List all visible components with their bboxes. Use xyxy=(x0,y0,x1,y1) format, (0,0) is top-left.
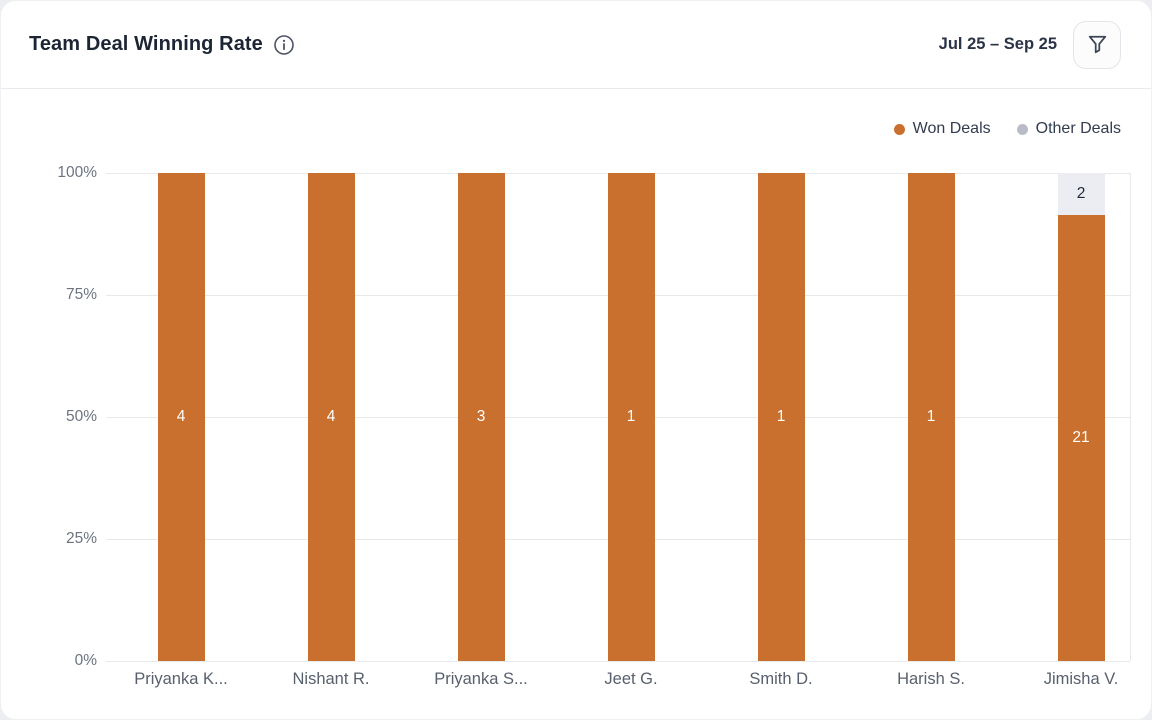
x-axis-label: Smith D. xyxy=(749,670,813,688)
chart-body: Won Deals Other Deals 100% 75% 50% 25% 0% 4 P… xyxy=(1,89,1151,719)
legend-dot xyxy=(1016,123,1028,135)
legend-dot xyxy=(893,123,905,135)
bar-column: 1 xyxy=(757,173,805,661)
bar-segment-won[interactable]: 3 xyxy=(457,173,505,661)
bar-value-label: 1 xyxy=(626,408,636,426)
legend-label: Won Deals xyxy=(912,120,991,137)
legend-label: Other Deals xyxy=(1035,120,1121,137)
page-title: Team Deal Winning Rate xyxy=(29,33,263,55)
legend-item-won-deals[interactable]: Won Deals xyxy=(893,120,991,138)
y-tick-label: 0% xyxy=(74,652,97,669)
bar-column: 2 21 xyxy=(1057,173,1105,661)
bar-column: 4 xyxy=(157,173,205,661)
bar-segment-won[interactable]: 1 xyxy=(607,173,655,661)
x-axis-label: Jeet G. xyxy=(604,670,658,688)
bar-segment-won[interactable]: 1 xyxy=(907,173,955,661)
legend-item-other-deals[interactable]: Other Deals xyxy=(1016,120,1121,138)
y-tick-label: 75% xyxy=(65,286,97,303)
bar-column: 4 xyxy=(307,173,355,661)
bar-segment-won[interactable]: 1 xyxy=(757,173,805,661)
bar-value-label: 4 xyxy=(176,408,186,426)
x-axis-label: Priyanka S... xyxy=(434,670,528,688)
y-tick-label: 100% xyxy=(57,164,97,181)
legend: Won Deals Other Deals xyxy=(893,120,1121,138)
bar-segment-won[interactable]: 21 xyxy=(1057,215,1105,661)
bar-segment-won[interactable]: 4 xyxy=(307,173,355,661)
y-tick-label: 50% xyxy=(65,408,97,425)
y-tick-label: 25% xyxy=(65,530,97,547)
x-axis-label: Harish S. xyxy=(897,670,965,688)
bar-column: 3 xyxy=(457,173,505,661)
card-header: Team Deal Winning Rate Jul 25 – Sep 25 xyxy=(1,1,1151,89)
x-axis-label: Nishant R. xyxy=(292,670,370,688)
plot-area: 4 Priyanka K... 4 Nishant R. 3 Priyanka S... 1… xyxy=(106,173,1131,688)
bar-column: 1 xyxy=(907,173,955,661)
date-range-label: Jul 25 – Sep 25 xyxy=(938,35,1057,53)
bar-value-label: 4 xyxy=(326,408,336,426)
bar-value-label: 2 xyxy=(1076,185,1086,203)
filter-button[interactable] xyxy=(1073,20,1121,69)
filter-icon xyxy=(1087,34,1108,55)
gridline xyxy=(106,661,1130,662)
bar-value-label: 1 xyxy=(776,408,786,426)
bar-column: 1 xyxy=(607,173,655,661)
bar-value-label: 3 xyxy=(476,408,486,426)
x-axis-label: Jimisha V. xyxy=(1043,670,1119,688)
y-axis: 100% 75% 50% 25% 0% xyxy=(1,164,97,669)
bar-segment-other[interactable]: 2 xyxy=(1057,173,1105,216)
bar-value-label: 1 xyxy=(926,408,936,426)
bar-segment-won[interactable]: 4 xyxy=(157,173,205,661)
bar-value-label: 21 xyxy=(1072,429,1090,447)
info-icon[interactable] xyxy=(273,34,295,56)
x-axis-label: Priyanka K... xyxy=(134,670,228,688)
